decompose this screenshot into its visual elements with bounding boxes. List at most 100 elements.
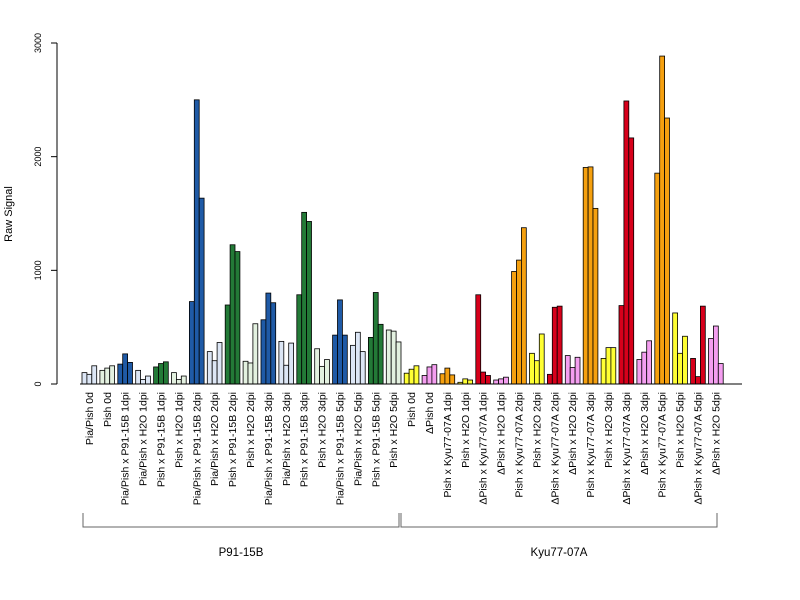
bar [636,359,643,385]
bar [314,348,321,385]
bar [654,172,661,385]
bar [193,99,200,385]
bar [354,331,361,385]
bar [511,271,517,385]
bar [582,167,589,385]
bar [462,378,469,385]
bar [695,376,701,385]
bar [467,379,474,385]
y-axis: Raw Signal 0 1000 2000 3000 [3,33,58,387]
bar [278,340,285,385]
bar [628,137,635,385]
x-tick-label: ΔPish x Kyu77-07A 1dpi [478,392,490,505]
y-axis-title: Raw Signal [3,186,15,242]
x-tick-label: Pish x H2O 2dpi [245,392,257,468]
x-tick-label: Pia/Pish x P91-15B 5dpi [334,392,346,505]
bar [592,207,599,385]
bar [390,330,397,385]
bar [242,360,249,385]
bar [337,299,343,385]
x-tick-label: Pia/Pish x H2O 1dpi [138,392,150,486]
bar [140,379,146,385]
x-tick-label: ΔPish x H2O 3dpi [639,392,651,475]
bar [677,352,683,385]
group-label: P91-15B [219,547,264,559]
bar [175,379,182,385]
bar [296,294,303,385]
bar [421,375,428,385]
bar [372,292,379,385]
bar [122,353,128,385]
y-tick-label: 1000 [33,260,43,280]
bar [153,366,159,385]
bar [171,372,177,385]
bar [574,356,581,385]
bar [332,334,338,385]
bar [503,376,509,385]
bar [439,373,446,385]
y-tick-label: 3000 [33,33,43,53]
bar [377,323,384,385]
bar [485,375,491,385]
bar [247,362,254,385]
bar [564,355,571,385]
bar [717,363,724,385]
bar [551,306,558,385]
bar [301,211,308,385]
bar [475,294,482,385]
bar [385,329,392,385]
bar [162,361,169,385]
bars-layer [81,55,724,385]
x-tick-label: Pish x H2O 5dpi [675,392,687,468]
bar [283,364,290,385]
bar [600,358,607,385]
bar [480,371,487,385]
y-tick-label: 0 [33,381,43,386]
bar [521,227,527,385]
x-tick-label: ΔPish x H2O 1dpi [496,392,508,475]
x-tick-label: Pish x Kyu77-07A 5dpi [657,392,669,498]
bar [86,373,93,385]
x-tick-label: ΔPish x Kyu77-07A 2dpi [549,392,561,505]
bar [135,369,141,385]
x-tick-label: Pish x H2O 3dpi [317,392,329,468]
x-tick-label: Pish x P91-15B 3dpi [299,392,311,487]
x-tick-label: Pish x P91-15B 2dpi [227,392,239,487]
bar [234,251,241,385]
bar [403,372,410,385]
bar [224,304,231,385]
bar [395,341,402,385]
bar [206,351,213,385]
y-tick-label: 2000 [33,147,43,167]
bar [646,340,653,385]
bar [641,351,648,385]
x-tick-label: Pish x H2O 1dpi [460,392,472,468]
bar [145,375,151,385]
bar [260,319,267,385]
x-tick-label: Pish x H2O 2dpi [531,392,543,468]
bar [408,368,415,385]
bar [431,364,438,385]
bar [493,379,500,385]
bar [188,301,195,385]
group-bracket [82,513,400,528]
bar [700,305,706,385]
x-tick-label: Pia/Pish x H2O 2dpi [209,392,221,486]
bar [690,358,696,385]
bar [99,369,106,385]
bar [288,342,295,385]
x-tick-label: Pish x H2O 3dpi [603,392,615,468]
x-tick-label: ΔPish x H2O 2dpi [567,392,579,475]
x-tick-label: ΔPish x Kyu77-07A 5dpi [692,392,704,505]
bar [708,338,714,385]
bar [587,166,594,385]
bar [265,292,272,385]
bar [117,363,124,385]
bar [158,363,164,385]
x-tick-label: Pish x P91-15B 5dpi [370,392,382,487]
bar [516,259,522,385]
group-brackets: P91-15B Kyu77-07A [82,513,718,559]
x-tick-label: ΔPish x H2O 5dpi [710,392,722,475]
bar [449,374,456,385]
